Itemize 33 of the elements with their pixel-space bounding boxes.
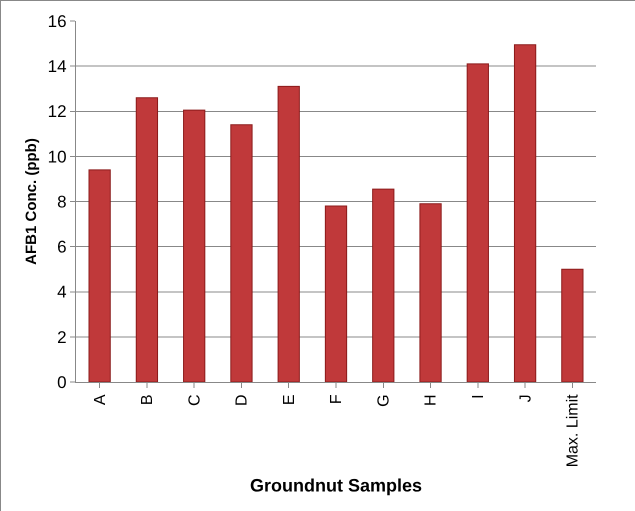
bar bbox=[278, 86, 300, 382]
x-tick-label: C bbox=[186, 394, 204, 406]
bar bbox=[136, 97, 158, 382]
y-tick-label: 12 bbox=[48, 102, 67, 122]
bar bbox=[372, 188, 394, 382]
y-tick-label: 14 bbox=[48, 57, 67, 76]
bar bbox=[419, 203, 442, 382]
x-tick-label: J bbox=[517, 394, 534, 402]
y-tick-label: 2 bbox=[57, 328, 67, 347]
x-tick-label: A bbox=[92, 394, 109, 406]
y-tick-label: 8 bbox=[57, 192, 67, 212]
bar bbox=[514, 44, 536, 382]
bar bbox=[561, 268, 584, 382]
bar bbox=[230, 124, 253, 382]
bar bbox=[183, 110, 206, 382]
y-tick-label: 4 bbox=[57, 282, 67, 302]
bar bbox=[88, 169, 111, 382]
y-tick-label: 16 bbox=[48, 12, 67, 31]
bar bbox=[466, 63, 489, 382]
x-tick-label: B bbox=[139, 394, 156, 406]
x-tick-label: G bbox=[375, 394, 392, 407]
x-tick-label: I bbox=[470, 394, 488, 399]
y-tick-label: 0 bbox=[57, 372, 67, 392]
x-tick-label: E bbox=[280, 394, 298, 406]
y-tick-label: 10 bbox=[48, 147, 67, 166]
x-tick-label: H bbox=[422, 394, 440, 406]
x-tick-label: Max. Limit bbox=[564, 394, 582, 468]
x-tick-label: D bbox=[234, 394, 251, 406]
x-axis-title: Groundnut Samples bbox=[250, 475, 422, 496]
bar bbox=[324, 206, 348, 382]
y-tick-label: 6 bbox=[57, 238, 67, 257]
y-axis-title: AFB1 Conc. (ppb) bbox=[23, 138, 40, 265]
x-tick-label: F bbox=[328, 394, 346, 404]
